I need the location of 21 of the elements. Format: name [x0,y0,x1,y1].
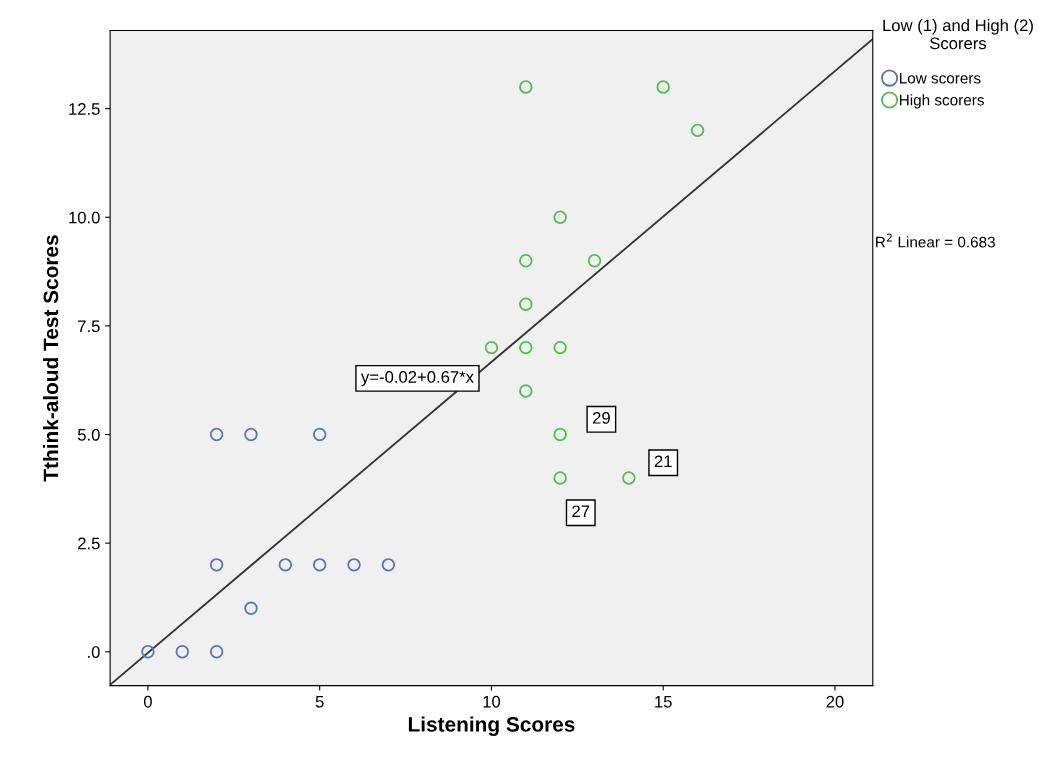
x-tick-label: 20 [826,695,844,708]
x-tick-label: 5 [315,696,324,708]
x-tick-label: 0 [143,695,152,708]
y-tick-label: .0 [88,646,100,658]
y-tick-label: 12.5 [69,103,100,115]
legend-label: High scorers [899,94,984,109]
legend-label: Low scorers [899,72,981,84]
annotation: y=-0.02+0.67*x [360,371,474,387]
y-tick-label: 5.0 [77,428,100,441]
annotation: 29 [592,411,610,424]
legend-title: Low (1) and High (2) Scorers [883,19,1033,50]
y-tick-label: 2.5 [78,537,100,550]
y-axis-title: Tthink-aloud Test Scores [43,235,59,482]
annotation: 27 [572,505,590,518]
text: R$^{2}$ Linear = 0.683 [876,233,995,248]
x-tick-label: 10 [483,695,501,708]
x-axis-title: Listening Scores [408,716,575,736]
x-tick-label: 15 [655,696,672,708]
y-tick-label: 10.0 [69,211,100,224]
y-tick-label: 7.5 [78,320,100,333]
annotation: 21 [654,455,672,468]
